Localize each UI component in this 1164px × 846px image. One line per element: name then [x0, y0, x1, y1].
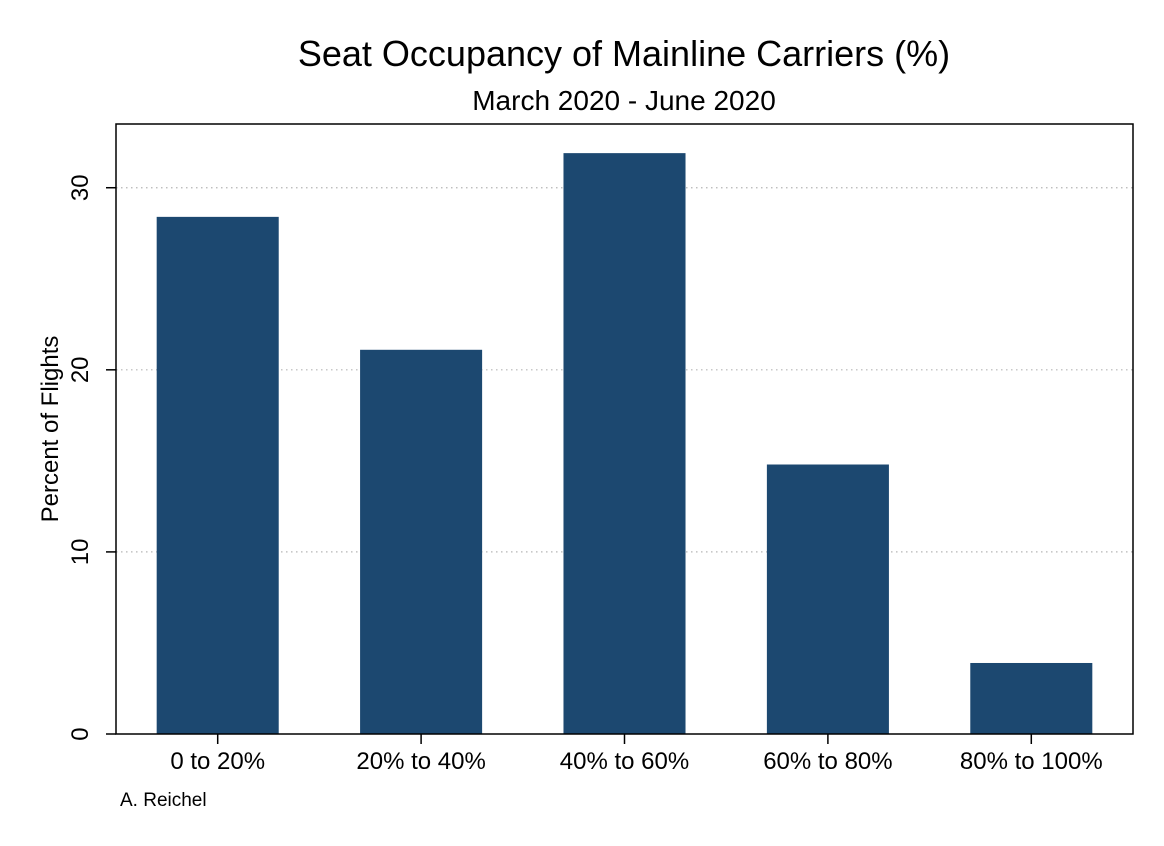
bar	[970, 662, 1093, 734]
author-note: A. Reichel	[120, 790, 207, 811]
x-axis: 0 to 20% 20% to 40% 40% to 60% 60% to 80% 80…	[170, 734, 1103, 775]
bar	[360, 349, 483, 734]
bar	[156, 216, 279, 735]
y-tick-label: 0	[67, 727, 94, 740]
y-tick-label: 10	[67, 539, 94, 566]
x-tick-label: 20% to 40%	[356, 748, 485, 775]
chart-title: Seat Occupancy of Mainline Carriers (%)	[297, 33, 951, 74]
bar	[766, 464, 889, 734]
y-axis-label: Percent of Flights	[37, 336, 64, 523]
bar	[563, 153, 686, 734]
x-tick-label: 0 to 20%	[170, 748, 265, 775]
x-tick-label: 40% to 60%	[560, 748, 689, 775]
bars	[156, 153, 1093, 735]
y-tick-label: 30	[67, 174, 94, 201]
x-tick-label: 60% to 80%	[763, 748, 892, 775]
chart-subtitle: March 2020 - June 2020	[472, 85, 776, 116]
y-tick-label: 20	[67, 356, 94, 383]
x-tick-label: 80% to 100%	[960, 748, 1103, 775]
y-axis: 0 10 20 30	[67, 174, 116, 741]
